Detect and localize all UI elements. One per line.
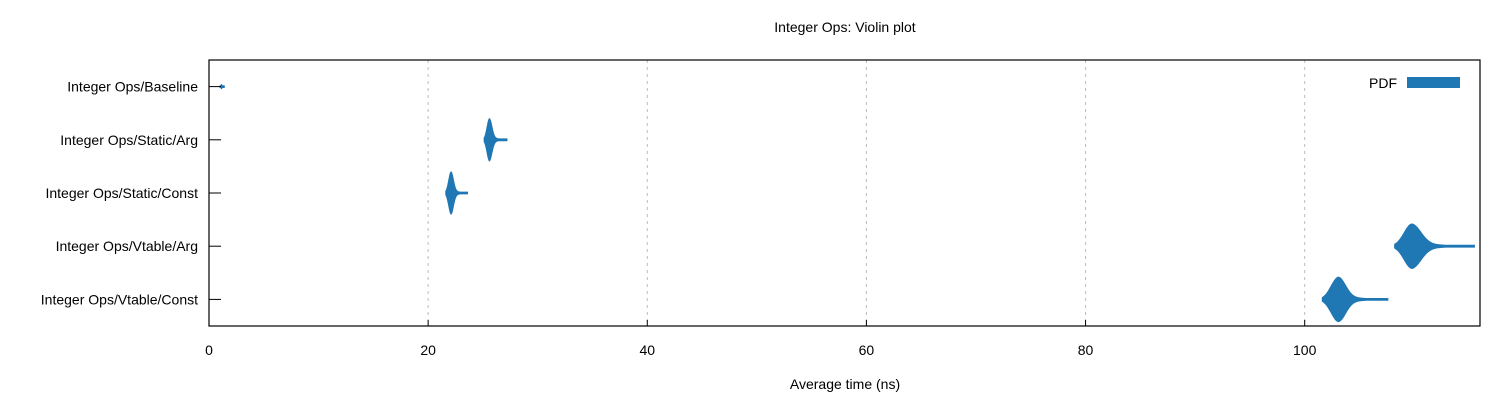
violin-shape	[219, 83, 225, 90]
y-tick-label: Integer Ops/Vtable/Arg	[56, 238, 198, 254]
violin-shape	[483, 118, 508, 162]
violins	[219, 83, 1475, 323]
x-tick-label: 100	[1293, 342, 1317, 358]
y-axis-ticks: Integer Ops/Baseline Integer Ops/Static/A…	[41, 79, 221, 307]
legend-swatch-pdf	[1407, 77, 1460, 88]
violin-shape	[445, 171, 468, 215]
y-tick-label: Integer Ops/Static/Const	[45, 185, 198, 201]
violin-shape	[1394, 223, 1475, 269]
x-tick-label: 40	[639, 342, 655, 358]
legend-label-pdf: PDF	[1369, 75, 1397, 91]
grid-lines	[427, 60, 1306, 326]
violin-shape	[1321, 276, 1389, 323]
x-axis-ticks: 0 20 40 60 80 100	[205, 320, 1317, 358]
x-tick-label: 0	[205, 342, 213, 358]
x-tick-label: 20	[420, 342, 436, 358]
y-tick-label: Integer Ops/Static/Arg	[60, 132, 198, 148]
x-tick-label: 80	[1078, 342, 1094, 358]
x-axis-label: Average time (ns)	[790, 376, 900, 392]
legend: PDF	[1369, 75, 1460, 91]
x-tick-label: 60	[859, 342, 875, 358]
chart-title: Integer Ops: Violin plot	[774, 19, 915, 35]
y-tick-label: Integer Ops/Baseline	[67, 79, 198, 95]
plot-frame	[208, 59, 1481, 327]
y-tick-label: Integer Ops/Vtable/Const	[41, 291, 198, 307]
